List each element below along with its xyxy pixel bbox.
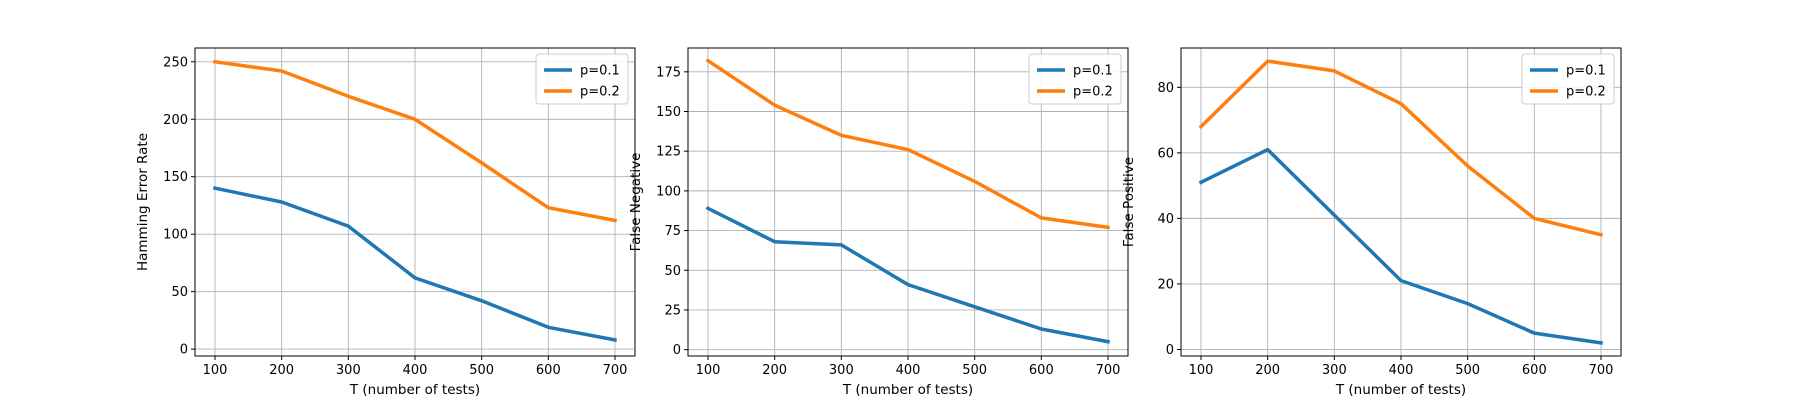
panel-3-xtick-label: 300 xyxy=(1322,363,1347,378)
panel-1-xtick-label: 200 xyxy=(269,363,294,378)
panel-3-xtick-label: 400 xyxy=(1389,363,1414,378)
panel-1-xlabel: T (number of tests) xyxy=(349,382,480,398)
panel-2-ytick-label: 25 xyxy=(664,303,681,318)
panel-2-ytick-label: 75 xyxy=(664,224,681,239)
panel-1-series-2-line xyxy=(213,59,618,223)
panel-3-ytick-label: 40 xyxy=(1157,212,1174,227)
panel-2-xtick-label: 500 xyxy=(962,363,987,378)
panel-3-ytick-label: 0 xyxy=(1166,343,1174,358)
panel-2-ytick-label: 0 xyxy=(673,343,681,358)
panel-3-legend-label: p=0.1 xyxy=(1566,64,1606,79)
panel-2: 100 200 300 400 500 600 700 0 25 50 75 100 125 150 175… xyxy=(628,47,1129,398)
panel-2-xtick-label: 200 xyxy=(762,363,787,378)
panel-2-ytick-label: 125 xyxy=(656,145,681,160)
panel-3: 100 200 300 400 500 600 700 0 20 40 60 80 T (number … xyxy=(1121,47,1622,398)
panel-1-xtick-label: 400 xyxy=(403,363,428,378)
panel-2-series-2-line xyxy=(705,58,1110,230)
panel-3-xtick-label: 700 xyxy=(1589,363,1614,378)
panel-1-ytick-label: 250 xyxy=(163,55,188,70)
panel-1-xtick-label: 500 xyxy=(469,363,494,378)
panel-1-xtick-label: 300 xyxy=(336,363,361,378)
panel-1-xtick-label: 600 xyxy=(536,363,561,378)
panel-2-ytick-label: 175 xyxy=(656,65,681,80)
panel-1-xtick-label: 100 xyxy=(203,363,228,378)
panel-3-xtick-label: 200 xyxy=(1255,363,1280,378)
panel-3-xlabel: T (number of tests) xyxy=(1335,382,1466,398)
panel-2-xtick-label: 700 xyxy=(1096,363,1121,378)
panel-2-legend-label: p=0.2 xyxy=(1073,85,1113,100)
panel-2-xtick-label: 100 xyxy=(696,363,721,378)
panel-1-series-1-line xyxy=(212,186,618,342)
panel-2-ytick-label: 150 xyxy=(656,105,681,120)
panel-2-ylabel: False Negative xyxy=(628,153,644,252)
panel-1-ylabel: Hamming Error Rate xyxy=(135,133,151,271)
panel-3-xtick-label: 600 xyxy=(1522,363,1547,378)
panel-2-ytick-label: 100 xyxy=(656,184,681,199)
panel-3-ytick-label: 80 xyxy=(1157,81,1174,96)
panel-3-xtick-label: 100 xyxy=(1189,363,1214,378)
panel-2-xtick-label: 300 xyxy=(829,363,854,378)
panel-2-legend-label: p=0.1 xyxy=(1073,64,1113,79)
panel-3-xtick-label: 500 xyxy=(1455,363,1480,378)
panel-1-legend: p=0.1 p=0.2 xyxy=(535,53,629,105)
panel-2-ytick-label: 50 xyxy=(664,264,681,279)
panel-3-series-2-line xyxy=(1198,59,1604,237)
panel-1-xtick-label: 700 xyxy=(603,363,628,378)
panel-2-legend: p=0.1 p=0.2 xyxy=(1028,53,1122,105)
panel-1-ytick-label: 50 xyxy=(171,285,188,300)
panel-1-ytick-label: 150 xyxy=(163,170,188,185)
panel-1-ytick-label: 200 xyxy=(163,113,188,128)
panel-3-ylabel: False Positive xyxy=(1121,157,1137,247)
panel-1-ytick-label: 100 xyxy=(163,228,188,243)
panel-1-legend-label: p=0.1 xyxy=(580,64,620,79)
panel-1-ytick-label: 0 xyxy=(180,343,188,358)
panel-2-xlabel: T (number of tests) xyxy=(842,382,973,398)
panel-2-xtick-label: 600 xyxy=(1029,363,1054,378)
panel-1-legend-label: p=0.2 xyxy=(580,85,620,100)
panel-3-legend-label: p=0.2 xyxy=(1566,85,1606,100)
panel-1: 100 200 300 400 500 600 700 0 50 100 150 200 250 T (n… xyxy=(135,47,636,398)
panel-3-series-1-line xyxy=(1198,147,1603,345)
panel-3-ytick-label: 20 xyxy=(1157,277,1174,292)
panel-2-xtick-label: 400 xyxy=(896,363,921,378)
panel-3-legend: p=0.1 p=0.2 xyxy=(1521,53,1615,105)
panel-3-ytick-label: 60 xyxy=(1157,146,1174,161)
panel-2-series-1-line xyxy=(705,206,1111,344)
